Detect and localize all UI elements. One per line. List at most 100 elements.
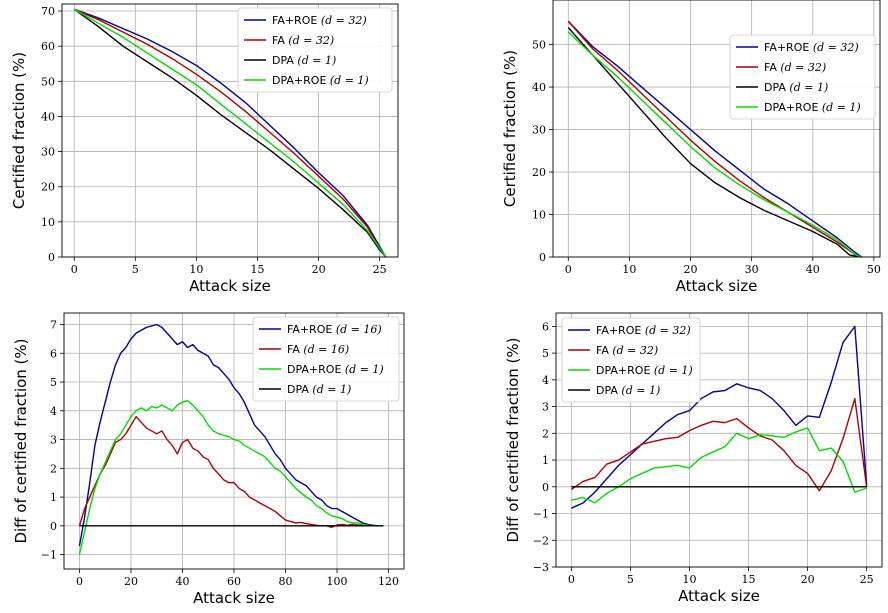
y-tick-label: 1 bbox=[50, 491, 57, 504]
series-line-dpa-roe bbox=[73, 8, 387, 258]
y-tick-label: −1 bbox=[533, 508, 549, 521]
y-tick-label: 10 bbox=[41, 216, 55, 229]
y-tick-label: 10 bbox=[532, 209, 546, 222]
x-tick-label: 120 bbox=[378, 575, 399, 588]
x-axis-label: Attack size bbox=[678, 587, 760, 605]
y-tick-label: 6 bbox=[542, 320, 549, 333]
series-line-fa-roe bbox=[571, 325, 868, 509]
y-tick-label: 20 bbox=[532, 166, 546, 179]
x-tick-label: 25 bbox=[373, 263, 387, 276]
series-line-dpa-roe bbox=[78, 400, 384, 555]
legend-entry: FA (d = 32) bbox=[596, 344, 658, 357]
legend-entry: DPA+ROE (d = 1) bbox=[287, 363, 384, 376]
y-axis-label: Diff of certified fraction (%) bbox=[504, 337, 522, 542]
series-line-fa-roe bbox=[73, 8, 387, 258]
x-tick-label: 0 bbox=[568, 573, 575, 586]
x-tick-label: 40 bbox=[175, 575, 189, 588]
y-tick-label: 5 bbox=[50, 376, 57, 389]
legend-entry: FA+ROE (d = 16) bbox=[287, 323, 382, 336]
legend-entry: FA (d = 32) bbox=[764, 61, 826, 74]
y-tick-label: 2 bbox=[50, 462, 57, 475]
x-tick-label: 25 bbox=[860, 573, 874, 586]
x-axis-label: Attack size bbox=[189, 277, 271, 295]
x-tick-label: 5 bbox=[132, 263, 139, 276]
legend-box bbox=[561, 317, 701, 403]
legend-entry: DPA (d = 1) bbox=[596, 384, 660, 397]
chart-panel-1: 0 5 10 15 20 25 0 10 20 30 40 50 60 70 Attack size Cert… bbox=[10, 3, 399, 295]
y-tick-label: 3 bbox=[542, 401, 549, 414]
series-line-dpa bbox=[73, 8, 387, 258]
x-tick-label: 0 bbox=[71, 263, 78, 276]
y-tick-label: 1 bbox=[542, 454, 549, 467]
series-line-fa bbox=[73, 8, 387, 258]
legend-entry: DPA (d = 1) bbox=[764, 81, 828, 94]
legend-entry: DPA+ROE (d = 1) bbox=[596, 364, 693, 377]
x-tick-label: 40 bbox=[806, 263, 820, 276]
legend: FA+ROE (d = 16) FA (d = 16) DPA+ROE (d = 1… bbox=[252, 316, 400, 402]
x-tick-label: 5 bbox=[627, 573, 634, 586]
x-tick-label: 15 bbox=[250, 263, 264, 276]
legend-entry: FA (d = 16) bbox=[287, 343, 349, 356]
y-tick-label: 0 bbox=[542, 481, 549, 494]
x-tick-label: 50 bbox=[867, 263, 881, 276]
y-tick-label: 70 bbox=[41, 5, 55, 18]
y-tick-label: 0 bbox=[48, 251, 55, 264]
legend-entry: DPA (d = 1) bbox=[287, 383, 351, 396]
y-tick-label: 4 bbox=[50, 405, 57, 418]
legend-entry: DPA (d = 1) bbox=[272, 54, 336, 67]
y-tick-label: 20 bbox=[41, 181, 55, 194]
series-line-fa-roe bbox=[567, 20, 863, 258]
y-tick-label: −2 bbox=[533, 534, 549, 547]
chart-panel-4: 0 5 10 15 20 25 −3 −2 −1 0 1 2 3 4 5 6 Attack size Diff o… bbox=[504, 312, 883, 605]
series-line-dpa bbox=[567, 27, 862, 258]
y-tick-label: 3 bbox=[50, 434, 57, 447]
legend-entry: FA+ROE (d = 32) bbox=[764, 41, 859, 54]
x-tick-label: 10 bbox=[682, 573, 696, 586]
x-tick-label: 20 bbox=[801, 573, 815, 586]
series-line-dpa-roe bbox=[571, 427, 867, 504]
x-tick-label: 15 bbox=[742, 573, 756, 586]
series-line-fa-roe bbox=[78, 323, 384, 547]
x-tick-label: 10 bbox=[622, 263, 636, 276]
x-tick-label: 0 bbox=[76, 575, 83, 588]
x-tick-label: 30 bbox=[745, 263, 759, 276]
chart-panel-2: 0 10 20 30 40 50 0 10 20 30 40 50 Attack size Certifi… bbox=[501, 0, 881, 295]
axes-frame bbox=[552, 0, 881, 258]
x-tick-label: 20 bbox=[684, 263, 698, 276]
legend-box bbox=[729, 34, 876, 120]
x-tick-label: 0 bbox=[565, 263, 572, 276]
y-tick-label: 30 bbox=[41, 146, 55, 159]
y-tick-label: 6 bbox=[50, 347, 57, 360]
y-axis-label: Certified fraction (%) bbox=[501, 50, 519, 207]
series-line-dpa-roe bbox=[567, 31, 862, 258]
x-tick-label: 20 bbox=[312, 263, 326, 276]
y-axis-label: Certified fraction (%) bbox=[10, 52, 28, 209]
series-line-fa bbox=[78, 415, 384, 528]
y-tick-label: −1 bbox=[41, 549, 57, 562]
axes-frame bbox=[61, 3, 399, 258]
series-line-fa bbox=[570, 397, 868, 492]
x-tick-label: 100 bbox=[327, 575, 348, 588]
y-tick-label: 4 bbox=[542, 374, 549, 387]
y-tick-label: 40 bbox=[41, 110, 55, 123]
y-tick-label: 7 bbox=[50, 319, 57, 332]
y-tick-label: 2 bbox=[542, 427, 549, 440]
x-tick-label: 20 bbox=[124, 575, 138, 588]
legend: FA+ROE (d = 32) FA (d = 32) DPA (d = 1) DPA… bbox=[237, 7, 393, 93]
chart-panel-3: 0 20 40 60 80 100 120 −1 0 1 2 3 4 5 6 7 Attack size Diff… bbox=[12, 312, 405, 607]
y-tick-label: 50 bbox=[532, 39, 546, 52]
legend-entry: FA+ROE (d = 32) bbox=[596, 324, 691, 337]
y-tick-label: 5 bbox=[542, 347, 549, 360]
y-tick-label: 0 bbox=[50, 520, 57, 533]
legend-entry: FA (d = 32) bbox=[272, 34, 334, 47]
legend: FA+ROE (d = 32) FA (d = 32) DPA (d = 1) DPA… bbox=[729, 34, 876, 120]
legend-entry: DPA+ROE (d = 1) bbox=[764, 101, 861, 114]
x-axis-label: Attack size bbox=[193, 589, 275, 607]
legend-box bbox=[252, 316, 400, 402]
y-tick-label: 50 bbox=[41, 75, 55, 88]
x-tick-label: 60 bbox=[227, 575, 241, 588]
series-line-fa bbox=[567, 20, 862, 258]
y-tick-label: 60 bbox=[41, 40, 55, 53]
legend: FA+ROE (d = 32) FA (d = 32) DPA+ROE (d = 1… bbox=[561, 317, 701, 403]
